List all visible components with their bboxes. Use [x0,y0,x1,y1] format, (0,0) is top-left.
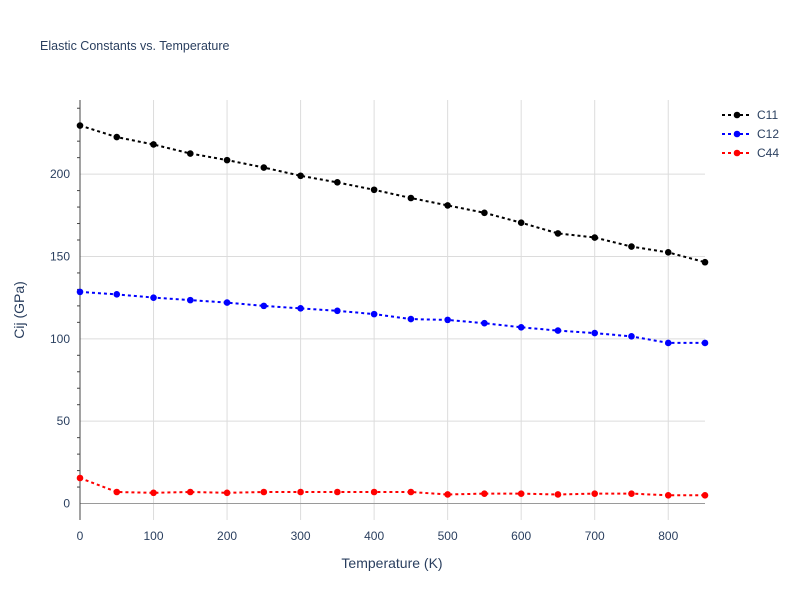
y-tick-label: 200 [50,167,70,181]
y-tick-label: 0 [63,497,70,511]
data-point[interactable] [186,296,194,304]
data-point[interactable] [150,141,157,148]
legend-label: C12 [757,127,779,141]
data-point[interactable] [664,491,672,499]
series-line [79,290,705,344]
data-point[interactable] [223,156,231,164]
data-point[interactable] [334,179,341,186]
x-axis-title: Temperature (K) [341,555,442,571]
data-point[interactable] [113,488,121,496]
series-c44 [76,474,709,499]
x-tick-label: 0 [77,529,84,543]
data-point[interactable] [113,291,121,298]
data-point[interactable] [76,122,84,129]
data-point[interactable] [370,310,378,318]
x-tick-label: 400 [364,529,384,543]
data-point[interactable] [444,491,451,498]
data-point[interactable] [628,490,635,497]
chart-title: Elastic Constants vs. Temperature [40,39,229,53]
x-tick-label: 500 [438,529,458,543]
legend-label: C11 [757,108,778,122]
grid [80,100,705,520]
data-point[interactable] [297,172,304,180]
data-point[interactable] [260,164,268,171]
data-point[interactable] [334,307,341,315]
legend-swatch-marker [733,149,741,157]
data-point[interactable] [444,202,451,209]
data-point[interactable] [444,316,451,324]
series-c12 [76,288,709,347]
data-point[interactable] [701,491,709,499]
data-point[interactable] [223,299,231,306]
data-point[interactable] [76,474,84,482]
data-point[interactable] [517,219,525,227]
data-point[interactable] [113,133,121,141]
x-tick-label: 800 [658,529,678,543]
data-point[interactable] [554,327,562,334]
y-tick-label: 100 [50,332,70,346]
data-point[interactable] [591,234,599,241]
x-tick-label: 700 [585,529,605,543]
x-tick-label: 300 [291,529,311,543]
data-point[interactable] [591,490,599,497]
legend-swatch-marker [733,130,741,138]
legend-swatch-marker [733,111,741,119]
series-line [79,124,706,264]
x-tick-label: 600 [511,529,531,543]
data-point[interactable] [334,488,341,496]
y-tick-label: 150 [50,249,70,263]
series-line [79,477,705,497]
data-point[interactable] [186,488,194,496]
legend-item-c44[interactable]: C44 [722,146,779,160]
data-point[interactable] [664,339,672,347]
data-point[interactable] [260,302,268,310]
y-axis-title: Cij (GPa) [11,281,27,339]
data-point[interactable] [407,315,415,323]
x-tick-label: 100 [144,529,164,543]
data-point[interactable] [664,249,672,256]
data-point[interactable] [481,490,488,497]
plot-area [76,122,709,499]
legend: C11 C12 C44 [722,108,779,160]
legend-item-c12[interactable]: C12 [722,127,779,141]
x-tick-label: 200 [217,529,237,543]
legend-label: C44 [757,146,779,160]
data-point[interactable] [481,319,488,327]
axes: 0 100 200 300 400 500 600 700 800 0 50 100 150 200 [50,100,679,543]
data-point[interactable] [517,323,525,331]
data-point[interactable] [701,258,709,266]
data-point[interactable] [701,339,709,347]
data-point[interactable] [297,488,304,496]
data-point[interactable] [223,489,231,497]
data-point[interactable] [481,209,488,217]
data-point[interactable] [150,489,157,497]
data-point[interactable] [407,194,415,202]
data-point[interactable] [150,294,157,301]
data-point[interactable] [554,230,562,237]
data-point[interactable] [186,150,194,157]
data-point[interactable] [628,243,635,250]
data-point[interactable] [370,488,378,496]
data-point[interactable] [407,488,415,496]
data-point[interactable] [517,490,525,497]
data-point[interactable] [297,305,304,312]
data-point[interactable] [260,488,268,496]
data-point[interactable] [591,329,599,337]
data-point[interactable] [554,491,562,498]
y-tick-label: 50 [57,414,71,428]
legend-item-c11[interactable]: C11 [722,108,778,122]
data-point[interactable] [370,186,378,194]
data-point[interactable] [628,333,635,340]
data-point[interactable] [76,288,84,296]
series-c11 [76,122,709,266]
